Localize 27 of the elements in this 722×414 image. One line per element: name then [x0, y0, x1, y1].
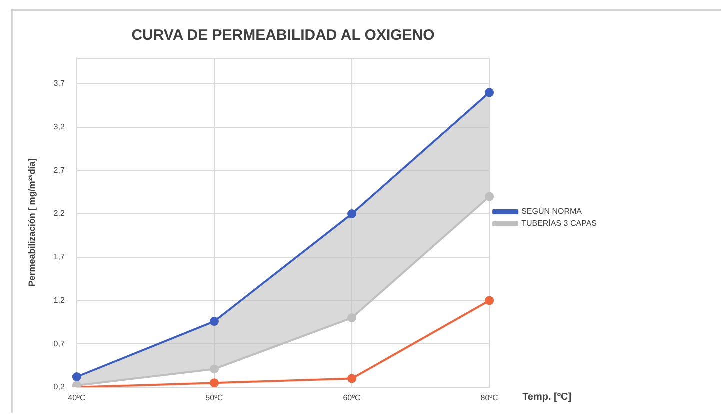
x-tick-label: 60ºC — [343, 393, 362, 402]
point — [210, 317, 219, 326]
legend-label: TUBERÍAS 3 CAPAS — [522, 219, 598, 228]
point — [485, 192, 494, 202]
point — [348, 210, 357, 219]
point — [348, 314, 357, 323]
y-tick-label: 1,2 — [54, 296, 66, 305]
x-tick-label: 80ºC — [480, 393, 499, 402]
legend-label: SEGÚN NORMA — [522, 207, 583, 216]
point — [210, 364, 219, 374]
point — [485, 296, 494, 306]
y-tick-label: 1,7 — [54, 252, 66, 262]
y-tick-label: 2,2 — [54, 209, 66, 218]
point — [210, 378, 219, 388]
y-tick-label: 2,7 — [54, 166, 66, 175]
y-tick-label: 3,2 — [54, 122, 66, 132]
chart-title: CURVA DE PERMEABILIDAD AL OXIGENO — [132, 27, 436, 44]
point — [348, 374, 357, 384]
x-tick-label: 50ºC — [206, 393, 224, 402]
y-tick-label: 3,7 — [54, 79, 66, 88]
y-tick-label: 0,2 — [54, 382, 66, 392]
y-axis-title: Permeabilización [ mg/m²*día] — [26, 158, 37, 287]
point — [72, 372, 82, 382]
x-tick-label: 40ºC — [68, 393, 86, 402]
y-tick-label: 0,7 — [54, 339, 66, 348]
x-axis-title: Temp. [ºC] — [522, 392, 572, 404]
point — [485, 88, 494, 98]
